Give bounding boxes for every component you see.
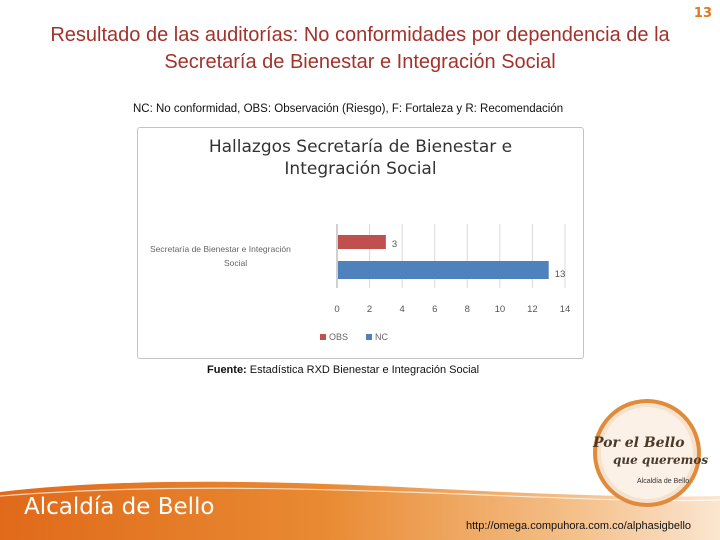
category-label: Secretaría de Bienestar e Integración Soc…	[150, 244, 291, 268]
page-number: 13	[693, 6, 712, 21]
x-tick-label-2: 4	[399, 304, 404, 315]
logo-circle-icon	[593, 399, 701, 507]
source-label: Fuente:	[207, 364, 247, 376]
source-note: Fuente: Estadística RXD Bienestar e Inte…	[207, 364, 479, 376]
footer-brand: Alcaldía de Bello	[24, 494, 215, 520]
x-tick-label-7: 14	[560, 304, 571, 315]
chart-frame: Hallazgos Secretaría de Bienestar e Inte…	[137, 127, 584, 359]
data-label-obs: 3	[392, 239, 397, 250]
legend-swatch-nc	[366, 334, 372, 340]
x-tick-label-0: 0	[334, 304, 339, 315]
bar-nc	[338, 261, 549, 279]
source-text: Estadística RXD Bienestar e Integración …	[246, 364, 480, 376]
data-label-nc: 13	[555, 269, 566, 280]
logo-line-1: Por el Bello	[593, 435, 685, 451]
chart-title: Hallazgos Secretaría de Bienestar e Inte…	[138, 136, 583, 180]
x-tick-label-5: 10	[495, 304, 506, 315]
footer-url[interactable]: http://omega.compuhora.com.co/alphasigbe…	[466, 520, 692, 532]
abbreviation-legend: NC: No conformidad, OBS: Observación (Ri…	[133, 103, 564, 115]
legend-swatch-obs	[320, 334, 326, 340]
logo-line-2: que queremos	[613, 453, 709, 467]
logo-line-3: Alcaldía de Bello	[637, 478, 690, 485]
bar-obs	[338, 235, 386, 249]
legend-label-nc: NC	[375, 332, 388, 342]
x-tick-label-3: 6	[432, 304, 437, 315]
bar-chart: 0 2 4 6 8 10 12 14 Secretaría de Bienestar e Int…	[150, 224, 571, 342]
logo: Por el Bello que queremos Alcaldía de Be…	[575, 395, 715, 513]
chart-title-line-2: Integración Social	[284, 159, 437, 179]
x-tick-label-6: 12	[527, 304, 538, 315]
x-tick-label-4: 8	[465, 304, 470, 315]
legend-label-obs: OBS	[329, 332, 348, 342]
x-tick-label-1: 2	[367, 304, 372, 315]
chart-title-line-1: Hallazgos Secretaría de Bienestar e	[208, 137, 513, 157]
slide-title: Resultado de las auditorías: No conformi…	[50, 24, 670, 73]
